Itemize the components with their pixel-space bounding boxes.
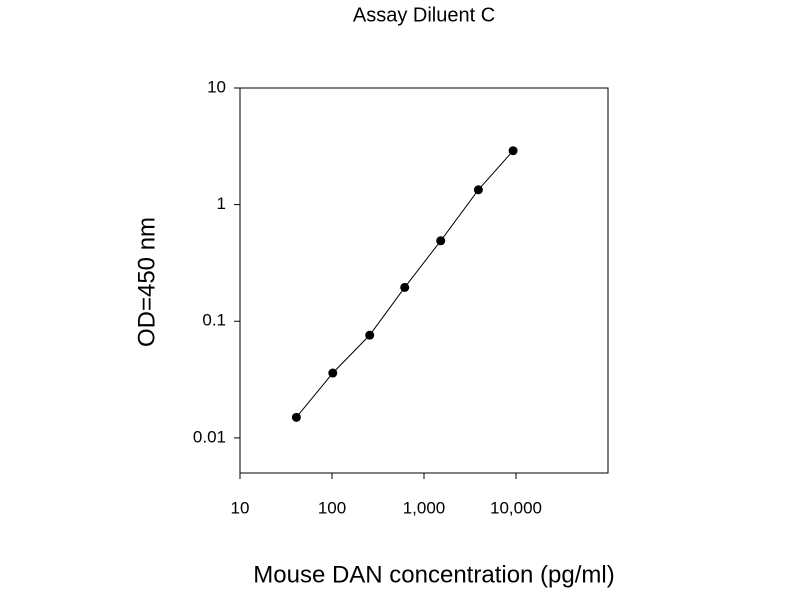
chart-title: Assay Diluent C [353, 4, 495, 26]
x-tick-label: 100 [318, 498, 346, 517]
y-tick-label: 1 [217, 194, 226, 213]
y-tick-label: 0.1 [202, 311, 226, 330]
x-tick-label: 10 [231, 498, 250, 517]
y-tick-label: 10 [207, 77, 226, 96]
data-point [436, 236, 446, 246]
x-tick-label: 1,000 [403, 498, 446, 517]
x-tick-label: 10,000 [490, 498, 542, 517]
data-point [400, 282, 410, 292]
data-point [473, 185, 483, 195]
data-point [508, 146, 518, 156]
y-tick-label: 0.01 [193, 427, 226, 446]
data-point [291, 412, 301, 422]
data-point [365, 330, 375, 340]
x-axis-label: Mouse DAN concentration (pg/ml) [253, 561, 614, 588]
y-axis-label: OD=450 nm [133, 217, 160, 347]
data-point [328, 368, 338, 378]
